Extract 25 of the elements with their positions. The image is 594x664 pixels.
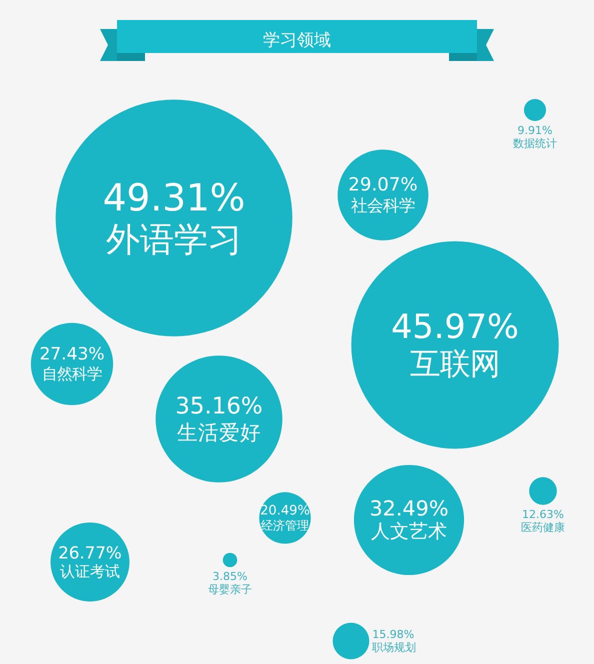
category-label: 生活爱好 [177,420,261,444]
category-label: 互联网 [410,346,500,382]
data-label: 27.43% [39,344,105,365]
text: 学习领域 [263,30,331,50]
data-label: 12.63% [522,508,564,521]
category-label: 外语学习 [106,220,242,260]
data-label: 29.07% [348,174,418,196]
data-label: 32.49% [369,496,449,521]
data-label: 3.85% [212,570,248,584]
category-label: 职场规划 [372,641,416,654]
category-label: 社会科学 [351,196,415,216]
data-label: 49.31% [102,176,246,220]
data-label: 15.98% [372,628,414,641]
data-label: 35.16% [175,393,263,420]
category-label: 自然科学 [42,364,102,383]
data-label: 26.77% [58,543,122,562]
category-label: 母婴亲子 [208,583,252,596]
category-label: 医药健康 [521,520,565,534]
category-label: 认证考试 [60,562,120,581]
category-label: 人文艺术 [371,522,447,543]
category-label: 经济管理 [261,518,309,533]
data-label: 9.91% [518,124,552,138]
data-label: 20.49% [260,503,310,518]
category-label: 数据统计 [513,137,557,150]
data-label: 45.97% [391,307,519,346]
